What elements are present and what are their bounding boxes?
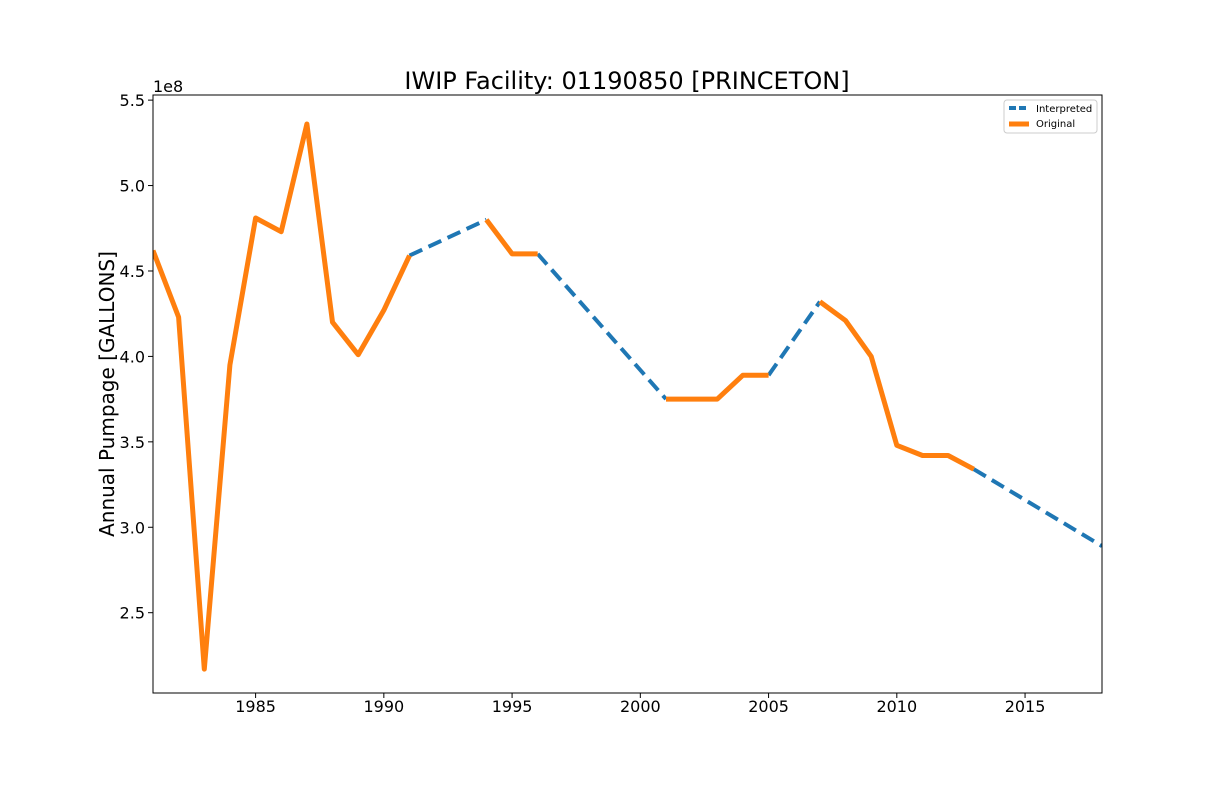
series-layer (153, 121, 1102, 672)
series-interpreted-segment-3 (972, 467, 1102, 548)
x-tick-label-1995: 1995 (492, 697, 533, 716)
x-tick-label-1985: 1985 (235, 697, 276, 716)
legend: Interpreted Original (1003, 99, 1098, 134)
series-original-segment-2 (666, 372, 769, 402)
x-tick-label-2015: 2015 (1005, 697, 1046, 716)
legend-label-original: Original (1036, 119, 1075, 130)
y-tick-label-2.5: 2.5 (120, 604, 145, 623)
series-interpreted-segment-2 (766, 300, 822, 377)
x-axis-ticks: 1985 1990 1995 2000 2005 2010 2015 (235, 693, 1045, 716)
y-tick-label-4.0: 4.0 (120, 347, 145, 366)
y-axis-ticks: 2.5 3.0 3.5 4.0 4.5 5.0 5.5 (120, 91, 153, 623)
x-tick-label-2000: 2000 (620, 697, 661, 716)
series-original (153, 121, 975, 672)
y-tick-label-3.5: 3.5 (120, 433, 145, 452)
y-tick-label-5.0: 5.0 (120, 177, 145, 196)
series-interpreted-segment-1 (536, 252, 668, 401)
x-tick-label-2005: 2005 (748, 697, 789, 716)
chart-title: IWIP Facility: 01190850 [PRINCETON] (404, 67, 849, 95)
x-tick-label-1990: 1990 (363, 697, 404, 716)
y-tick-label-4.5: 4.5 (120, 262, 145, 281)
legend-label-interpreted: Interpreted (1036, 104, 1092, 115)
series-interpreted-segment-0 (408, 217, 488, 258)
y-axis-offset-label: 1e8 (153, 77, 183, 96)
y-tick-label-5.5: 5.5 (120, 91, 145, 110)
x-tick-label-2010: 2010 (876, 697, 917, 716)
series-interpreted (408, 217, 1102, 548)
y-axis-label: Annual Pumpage [GALLONS] (95, 251, 119, 537)
series-original-segment-1 (484, 218, 538, 257)
series-original-segment-0 (153, 121, 412, 672)
series-original-segment-3 (818, 299, 975, 472)
y-tick-label-3.0: 3.0 (120, 518, 145, 537)
plot-area-frame (152, 94, 1103, 694)
